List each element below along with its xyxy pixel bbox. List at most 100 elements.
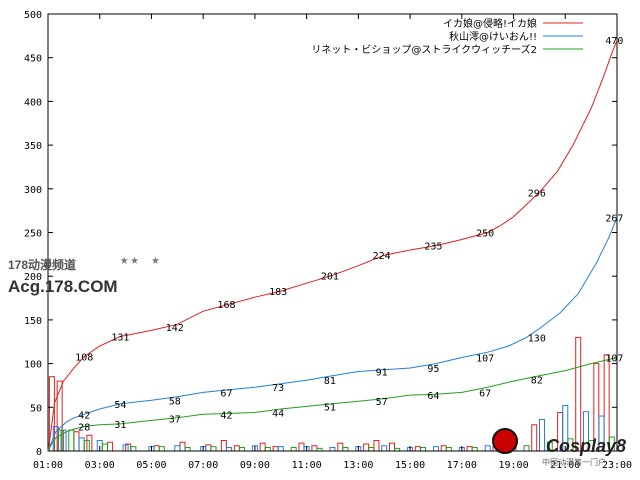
histogram-bar [484,445,491,452]
histogram-bar [226,447,233,452]
histogram-bar [440,445,447,452]
data-label: 44 [272,409,284,420]
data-label: 58 [169,396,181,407]
x-tick-label: 11:00 [292,460,322,471]
y-tick-label: 300 [24,185,42,196]
histogram-bar [298,442,305,452]
watermark-site-cn: 178动漫频道 [8,258,77,272]
legend: イカ娘@侵略!イカ娘秋山澪@けいおん!!リネット・ビショップ@ストライクウィッチ… [311,17,583,56]
histogram-bar [531,424,538,452]
histogram-bar [290,447,297,452]
data-label: 168 [217,300,235,311]
axes: 0 50 100 150 200 250 300 350 400 450 500 01:00 03:00… [24,10,632,471]
series-line-0 [47,40,618,452]
histogram-bar [233,445,240,452]
series-line-2 [47,357,618,452]
x-tick-label: 03:00 [85,460,115,471]
histogram-bar [363,443,370,452]
x-tick-label: 17:00 [447,460,477,471]
histogram-bar [337,442,344,452]
histogram-bar [432,446,439,452]
histogram-bar [311,445,318,452]
data-label: 82 [531,375,543,386]
data-label: 267 [605,214,623,225]
data-label: 131 [111,333,129,344]
histogram-bar [414,446,421,452]
histogram-bar [78,437,85,452]
histogram-bar [174,445,181,452]
y-tick-label: 450 [24,54,42,65]
y-tick-label: 250 [24,229,42,240]
data-label: 130 [528,333,546,344]
data-label: 250 [476,229,494,240]
watermark-cosplay-brand: Cosplay8 [545,436,626,456]
x-tick-label: 13:00 [343,460,373,471]
data-label: 142 [166,323,184,334]
histogram-bar [73,431,80,452]
x-tick-label: 09:00 [240,460,270,471]
x-tick-label: 19:00 [498,460,528,471]
histogram-bar [420,447,427,452]
y-tick-label: 200 [24,272,42,283]
data-label: 108 [75,353,93,364]
histogram-bar [179,441,186,452]
data-label: 183 [269,287,287,298]
data-label: 42 [220,410,232,421]
x-tick-label: 21:00 [550,460,580,471]
watermark-cosplay-sub: 中国动漫第一门户 [542,458,606,467]
histogram-bar [184,447,191,452]
y-tick-label: 500 [24,10,42,21]
histogram-bar [130,446,137,452]
histogram-bar [277,446,284,452]
histogram-bar [158,446,165,452]
histogram-bar [466,446,473,452]
histogram-bar [101,443,108,452]
data-label: 42 [78,410,90,421]
y-tick-label: 150 [24,316,42,327]
data-label: 37 [169,415,181,426]
x-tick-label: 23:00 [602,460,632,471]
histogram-bars [48,336,615,452]
legend-label: 秋山澪@けいおん!! [449,30,537,43]
histogram-bar [153,445,160,452]
data-label: 107 [476,353,494,364]
histogram-bar [373,440,380,452]
series-line-1 [47,217,618,452]
x-tick-label: 01:00 [33,460,63,471]
data-label: 64 [427,391,439,402]
data-labels: 108 131 142 168 183 201 224 235 250 296 470 42 54 58 6… [75,36,623,433]
y-tick-label: 50 [30,403,42,414]
histogram-bar [445,447,452,452]
histogram-bar [238,447,245,452]
histogram-bar [523,445,530,452]
y-tick-label: 350 [24,141,42,152]
data-label: 224 [373,251,391,262]
histogram-bar [381,445,388,452]
histogram-bar [368,447,375,452]
legend-label: イカ娘@侵略!イカ娘 [443,17,537,30]
histogram-bar [272,446,279,452]
histogram-bar [107,441,114,452]
data-label: 28 [78,423,90,434]
watermark-site-en: Acg.178.COM [8,277,118,296]
legend-label: リネット・ビショップ@ストライクウィッチーズ2 [311,43,537,56]
histogram-bar [205,444,212,452]
series-lines [47,40,618,452]
data-label: 95 [427,364,439,375]
histogram-bar [329,447,336,452]
histogram-bar [538,419,545,452]
data-label: 470 [605,36,623,47]
data-label: 67 [479,388,491,399]
data-label: 81 [324,376,336,387]
histogram-bar [220,440,227,452]
histogram-bar [342,447,349,452]
data-label: 73 [272,383,284,394]
data-label: 57 [376,397,388,408]
data-label: 54 [114,400,126,411]
x-tick-label: 07:00 [188,460,218,471]
data-label: 107 [605,353,623,364]
y-tick-label: 400 [24,97,42,108]
y-tick-label: 100 [24,360,42,371]
x-tick-label: 05:00 [136,460,166,471]
data-label: 296 [528,188,546,199]
